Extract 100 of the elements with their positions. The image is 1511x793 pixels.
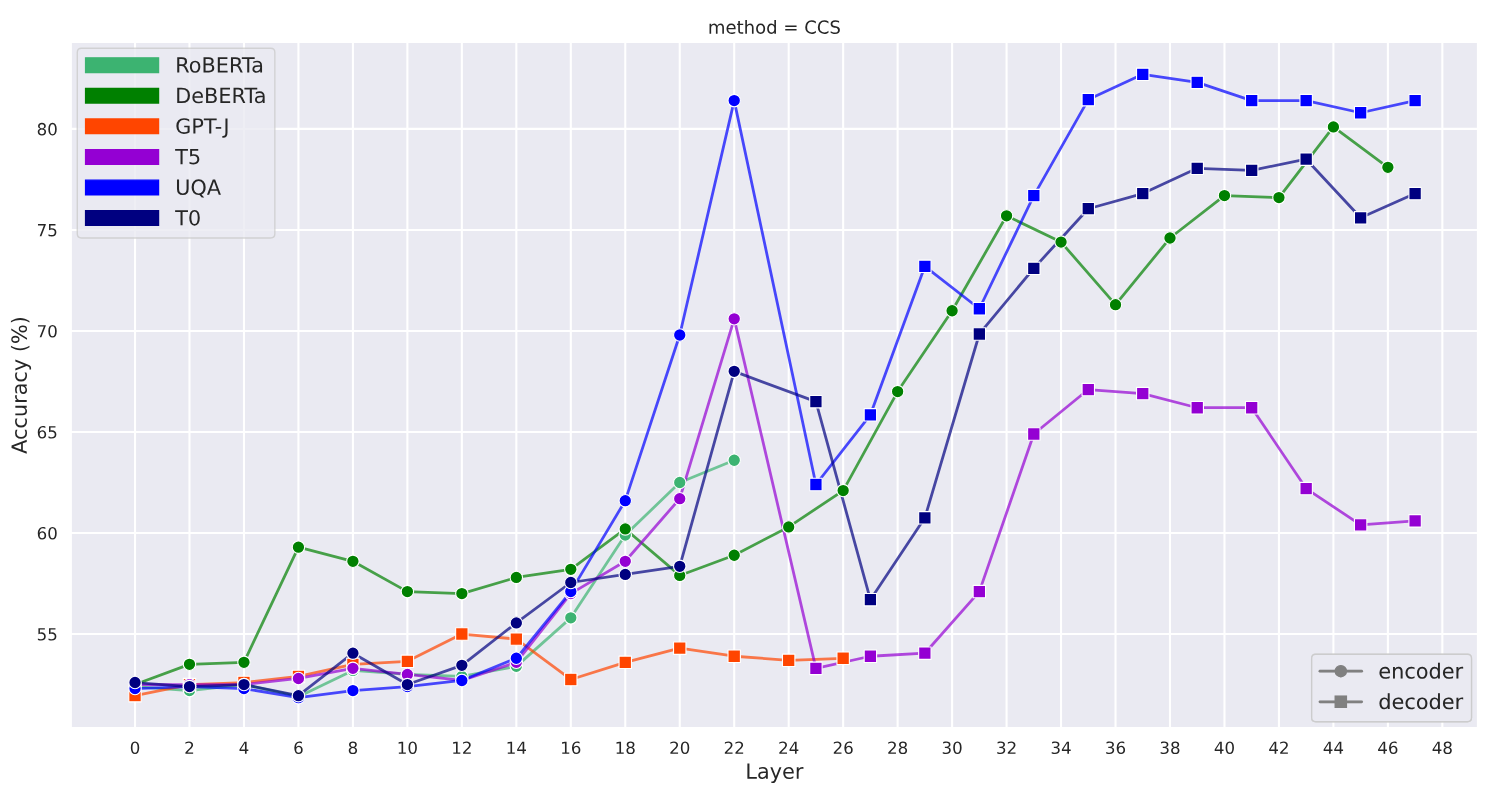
x-tick-label: 0 <box>130 741 140 755</box>
point <box>672 641 687 655</box>
point <box>1326 120 1341 134</box>
point <box>618 493 633 508</box>
point <box>509 570 524 585</box>
point <box>1408 514 1422 528</box>
point <box>945 303 959 318</box>
point <box>1299 152 1313 166</box>
legend-label: decoder <box>1379 693 1464 710</box>
point <box>727 649 741 664</box>
point <box>1135 386 1150 401</box>
point <box>1163 231 1177 245</box>
point <box>1027 188 1041 203</box>
point <box>237 655 251 670</box>
point <box>727 548 741 562</box>
x-tick-label: 36 <box>1106 741 1126 755</box>
point <box>618 554 633 569</box>
point <box>781 653 796 668</box>
point <box>809 394 823 409</box>
x-tick-label: 30 <box>942 741 962 755</box>
legend-label: UQA <box>176 179 221 198</box>
point <box>727 453 741 468</box>
y-tick-label: 65 <box>37 425 57 439</box>
point <box>1299 481 1313 496</box>
point <box>781 520 796 534</box>
point <box>809 661 823 676</box>
point <box>1081 201 1096 216</box>
x-tick-label: 24 <box>779 741 799 754</box>
point <box>1027 261 1041 276</box>
x-tick-label: 8 <box>348 741 358 755</box>
point <box>618 567 633 582</box>
point <box>1190 161 1204 176</box>
point <box>1244 93 1259 108</box>
y-tick-label: 80 <box>37 122 57 136</box>
point <box>400 654 415 669</box>
point <box>509 651 524 666</box>
x-tick-label: 22 <box>724 741 744 754</box>
point <box>618 522 633 536</box>
x-tick-label: 16 <box>562 741 581 755</box>
point <box>972 301 987 316</box>
x-tick-label: 40 <box>1214 741 1234 755</box>
point <box>1353 211 1368 225</box>
point <box>1408 93 1422 108</box>
point <box>918 646 932 660</box>
point <box>727 364 741 379</box>
x-tick-label: 20 <box>670 741 690 755</box>
point <box>1081 92 1096 107</box>
x-tick-label: 14 <box>507 741 526 754</box>
y-tick-label: 60 <box>37 526 57 540</box>
y-tick-label: 75 <box>37 224 57 237</box>
point <box>564 575 578 590</box>
x-tick-label: 34 <box>1051 741 1071 755</box>
point <box>1081 382 1096 397</box>
point <box>564 562 578 577</box>
point <box>836 651 850 666</box>
point <box>182 657 197 672</box>
point <box>346 646 360 660</box>
x-tick-label: 6 <box>294 741 303 755</box>
point <box>1108 297 1123 312</box>
point <box>1190 400 1204 415</box>
point <box>972 584 987 599</box>
point <box>1244 400 1259 415</box>
point <box>836 483 850 498</box>
x-axis-title: Layer <box>747 763 804 784</box>
point <box>1244 163 1259 178</box>
legend-label: RoBERTa <box>177 57 263 73</box>
point <box>1353 518 1368 532</box>
point <box>1217 188 1232 203</box>
x-tick-label: 2 <box>185 741 194 754</box>
legend-label: T0 <box>175 209 200 226</box>
point <box>1353 105 1368 120</box>
x-tick-label: 10 <box>398 741 417 755</box>
chart-title: method = CCS <box>709 19 840 34</box>
y-tick-label: 55 <box>37 628 57 641</box>
x-tick-label: 18 <box>616 741 635 755</box>
point <box>564 672 578 687</box>
point <box>1135 67 1150 82</box>
point <box>346 683 360 698</box>
point <box>455 586 469 601</box>
point <box>672 559 687 574</box>
x-tick-label: 48 <box>1432 741 1452 755</box>
point <box>1381 160 1395 175</box>
point <box>1135 186 1150 201</box>
point <box>455 627 469 641</box>
point <box>863 592 878 607</box>
point <box>618 655 633 670</box>
point <box>346 554 360 569</box>
x-tick-label: 4 <box>239 741 249 754</box>
x-tick-label: 12 <box>453 741 471 754</box>
point <box>863 649 878 664</box>
point <box>1272 190 1286 205</box>
point <box>1054 235 1068 249</box>
point <box>509 616 524 630</box>
point <box>564 611 578 625</box>
point <box>1027 427 1041 441</box>
point <box>890 384 905 399</box>
point <box>918 511 932 525</box>
point <box>727 312 741 326</box>
x-tick-label: 26 <box>833 741 853 755</box>
legend-label: DeBERTa <box>177 87 265 104</box>
